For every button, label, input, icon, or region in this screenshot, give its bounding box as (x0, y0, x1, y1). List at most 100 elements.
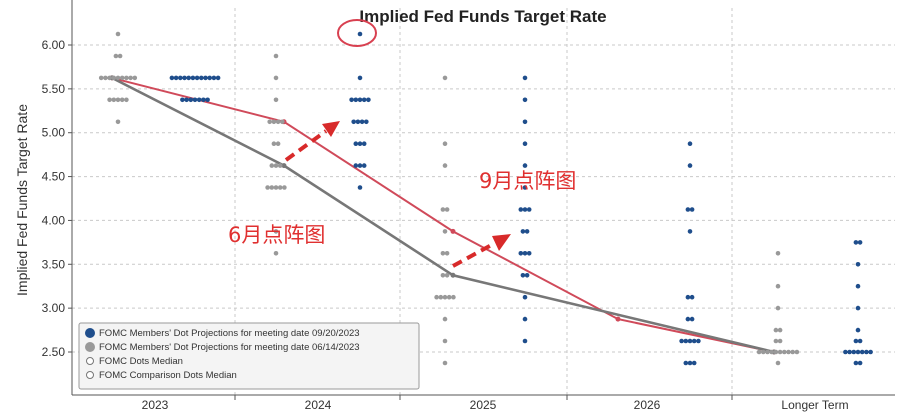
annotations: 9月点阵图 6月点阵图 (228, 19, 576, 268)
dot-sep (855, 283, 861, 289)
legend-entry: FOMC Members' Dot Projections for meetin… (99, 328, 360, 339)
dot-sep (685, 207, 691, 212)
highlight-circle (337, 19, 377, 47)
dot-jun (115, 75, 121, 81)
median-point (450, 272, 456, 278)
dot-sep (353, 97, 359, 103)
arrow-head (322, 121, 340, 137)
dot-jun (115, 97, 121, 103)
dot-jun (273, 229, 279, 234)
y-tick-label: 4.50 (42, 170, 66, 184)
dot-jun (438, 294, 444, 300)
dot-jun (115, 119, 121, 125)
x-tick-label: Longer Term (781, 398, 848, 412)
dot-sep (357, 141, 363, 146)
dot-jun (451, 294, 456, 300)
dot-sep (522, 338, 528, 344)
dot-sep (687, 338, 693, 344)
dot-sep (169, 75, 175, 81)
dot-sep (526, 251, 532, 256)
dot-sep (683, 338, 689, 344)
dot-sep (847, 349, 852, 355)
dot-jun (794, 349, 800, 355)
dot-sep (522, 185, 528, 190)
dot-sep (859, 349, 865, 355)
dot-jun (111, 75, 117, 81)
dot-sep (178, 75, 183, 81)
dot-jun (107, 75, 112, 81)
dot-jun (275, 141, 281, 146)
dot-jun (775, 360, 781, 366)
dot-jun (277, 185, 283, 190)
dot-sep (689, 316, 695, 322)
dot-jun (271, 119, 277, 125)
dot-jun (128, 75, 133, 81)
dot-sep (689, 294, 695, 300)
dot-sep (855, 349, 861, 355)
y-tick-label: 6.00 (42, 38, 66, 52)
dot-sep (855, 327, 861, 333)
dot-sep (679, 338, 684, 344)
dot-jun (444, 273, 450, 278)
dot-jun (790, 349, 795, 355)
dot-jun (98, 75, 104, 81)
dot-jun (756, 349, 762, 355)
dot-sep (522, 251, 528, 256)
legend-marker (85, 328, 95, 338)
arrow-head (492, 234, 511, 251)
dot-jun (769, 349, 774, 355)
legend-marker (85, 342, 95, 352)
dot-jun (765, 349, 770, 355)
dot-sep (520, 273, 526, 278)
dot-jun (119, 75, 125, 81)
dot-sep (524, 273, 530, 278)
dot-sep (843, 349, 848, 355)
dot-sep (857, 360, 863, 366)
dot-jun (269, 163, 275, 168)
dot-jun (442, 229, 448, 234)
dot-sep (357, 75, 363, 81)
dot-jun (442, 75, 448, 81)
dot-jun (132, 75, 138, 81)
dot-sep (207, 75, 212, 81)
dot-jun (777, 327, 783, 333)
dot-jun (111, 97, 117, 103)
y-tick-label: 5.00 (42, 126, 66, 140)
dot-jun (786, 349, 791, 355)
dot-jun (761, 349, 766, 355)
dot-jun (273, 185, 279, 190)
dot-sep (190, 75, 196, 81)
dot-jun (273, 75, 279, 81)
dot-jun (440, 251, 446, 256)
dot-sep (868, 349, 873, 355)
dot-sep (203, 75, 208, 81)
dot-jun (775, 251, 781, 256)
dot-sep (522, 294, 528, 300)
dot-sep (518, 251, 524, 256)
dot-jun (777, 338, 783, 344)
dot-jun (280, 119, 285, 125)
y-tick-label: 2.50 (42, 345, 66, 359)
legend-box (78, 322, 420, 390)
dot-jun (277, 163, 283, 168)
dot-sep (349, 97, 354, 103)
y-tick-label: 3.00 (42, 301, 66, 315)
dot-jun (119, 97, 125, 103)
dot-jun (273, 251, 279, 256)
dot-sep (855, 262, 861, 267)
arrow-shaft (452, 241, 496, 268)
dot-sep (353, 141, 359, 146)
dot-sep (687, 229, 693, 234)
dot-sep (182, 75, 187, 81)
arrow-shaft (284, 129, 328, 162)
dot-sep (522, 163, 528, 168)
axes: 2.50 3.00 3.50 4.00 4.50 5.00 5.50 6.00 2023 2024… (42, 0, 895, 412)
dot-sep (689, 207, 695, 212)
dot-sep (180, 97, 185, 103)
dot-sep (687, 163, 693, 168)
dot-sep (522, 119, 528, 125)
dot-jun (434, 294, 439, 300)
dot-sep (366, 97, 371, 103)
chart-title: Implied Fed Funds Target Rate (359, 7, 606, 26)
dot-jun (444, 207, 450, 212)
